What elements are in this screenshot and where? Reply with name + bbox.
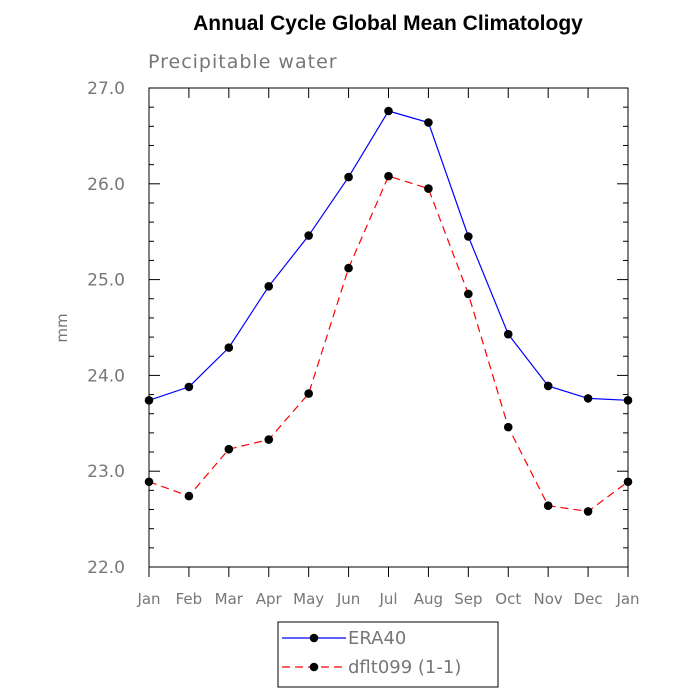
y-tick-label: 24.0 <box>87 366 125 386</box>
x-tick-label: Oct <box>495 590 521 608</box>
tick-marks <box>148 87 629 577</box>
x-tick-labels: Jan Feb Mar Apr May Jun Jul Aug Sep Oct Nov Dec Jan <box>136 590 639 608</box>
data-point <box>264 282 274 291</box>
data-point <box>583 394 593 403</box>
data-point <box>224 343 234 352</box>
data-point <box>543 381 553 391</box>
y-tick-label: 22.0 <box>87 558 125 578</box>
legend: ERA40 dflt099 (1-1) <box>277 621 499 688</box>
y-tick-label: 23.0 <box>87 462 125 482</box>
data-point <box>184 491 194 501</box>
x-tick-label: Apr <box>256 590 283 608</box>
data-point <box>144 477 154 487</box>
data-point <box>543 501 553 510</box>
data-point <box>304 389 313 398</box>
data-point <box>503 329 513 339</box>
data-point <box>623 396 633 405</box>
chart-subtitle: Precipitable water <box>148 51 338 73</box>
legend-label: dflt099 (1-1) <box>348 657 461 678</box>
data-point <box>384 171 393 181</box>
x-tick-label: Jan <box>136 590 160 608</box>
chart-title: Annual Cycle Global Mean Climatology <box>193 12 583 35</box>
x-tick-label: Aug <box>414 590 443 608</box>
data-point <box>583 507 593 516</box>
data-point <box>464 232 473 241</box>
legend-marker <box>309 662 319 672</box>
x-tick-label: Nov <box>534 590 563 608</box>
y-tick-labels: 22.0 23.0 24.0 25.0 26.0 27.0 <box>87 79 125 578</box>
data-point <box>144 396 154 405</box>
data-point <box>424 118 433 127</box>
data-point <box>464 289 473 299</box>
legend-marker <box>309 633 319 643</box>
y-tick-label: 26.0 <box>87 175 125 195</box>
data-point <box>264 435 274 444</box>
x-tick-label: Jul <box>378 590 397 608</box>
data-point <box>384 106 393 116</box>
x-tick-label: Jan <box>615 590 639 608</box>
x-tick-label: Mar <box>215 590 244 608</box>
data-point <box>503 422 513 432</box>
series-0 <box>144 106 633 405</box>
data-point <box>424 184 433 193</box>
series-line <box>148 110 629 401</box>
series-line <box>148 175 629 513</box>
legend-box <box>277 621 499 688</box>
x-tick-label: Sep <box>454 590 482 608</box>
series-layer <box>144 106 633 516</box>
x-tick-label: May <box>293 590 324 608</box>
x-tick-label: Dec <box>574 590 603 608</box>
y-tick-label: 27.0 <box>87 79 125 99</box>
legend-label: ERA40 <box>348 628 406 649</box>
data-point <box>344 172 353 182</box>
x-tick-label: Feb <box>176 590 203 608</box>
x-tick-label: Jun <box>336 590 360 608</box>
data-point <box>224 444 234 454</box>
data-point <box>344 263 353 273</box>
data-point <box>304 231 313 240</box>
data-point <box>184 382 194 392</box>
series-1 <box>144 171 633 516</box>
y-axis-title: mm <box>53 313 71 342</box>
y-tick-label: 25.0 <box>87 271 125 291</box>
data-point <box>623 477 633 487</box>
plot-frame <box>148 87 629 568</box>
